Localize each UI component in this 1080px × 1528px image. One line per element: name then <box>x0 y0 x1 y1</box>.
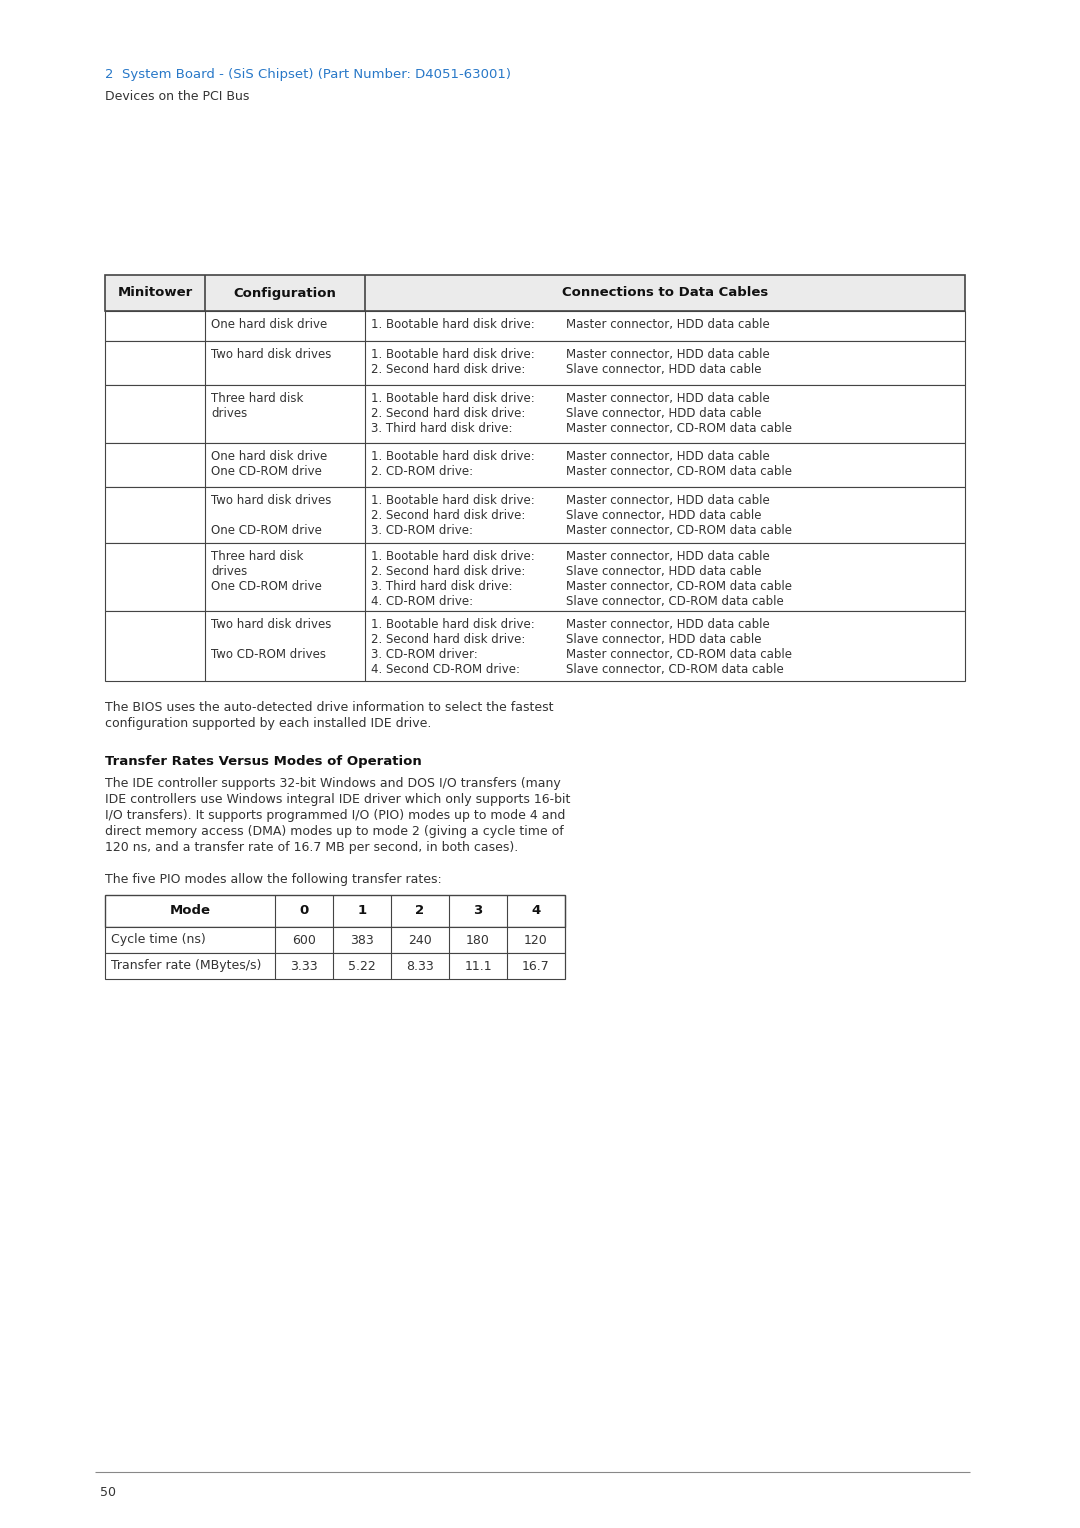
Text: 2. Second hard disk drive:: 2. Second hard disk drive: <box>372 364 525 376</box>
Text: One hard disk drive: One hard disk drive <box>211 318 327 332</box>
Bar <box>105 927 565 953</box>
Text: 1. Bootable hard disk drive:: 1. Bootable hard disk drive: <box>372 348 535 361</box>
Bar <box>105 611 966 681</box>
Text: drives: drives <box>211 406 247 420</box>
Text: One hard disk drive: One hard disk drive <box>211 451 327 463</box>
Text: 0: 0 <box>299 905 309 917</box>
Text: The IDE controller supports 32-bit Windows and DOS I/O transfers (many: The IDE controller supports 32-bit Windo… <box>105 778 561 790</box>
Text: 2. Second hard disk drive:: 2. Second hard disk drive: <box>372 633 525 646</box>
Text: 2. Second hard disk drive:: 2. Second hard disk drive: <box>372 509 525 523</box>
Text: Master connector, CD-ROM data cable: Master connector, CD-ROM data cable <box>566 465 792 478</box>
Bar <box>105 487 966 542</box>
Text: 4. Second CD-ROM drive:: 4. Second CD-ROM drive: <box>372 663 519 675</box>
Bar <box>105 953 565 979</box>
Text: 50: 50 <box>100 1487 116 1499</box>
Text: Transfer rate (MBytes/s): Transfer rate (MBytes/s) <box>111 960 261 972</box>
Text: I/O transfers). It supports programmed I/O (PIO) modes up to mode 4 and: I/O transfers). It supports programmed I… <box>105 808 565 822</box>
Text: direct memory access (DMA) modes up to mode 2 (giving a cycle time of: direct memory access (DMA) modes up to m… <box>105 825 564 837</box>
Text: 240: 240 <box>408 934 432 946</box>
Text: One CD-ROM drive: One CD-ROM drive <box>211 581 322 593</box>
Text: 5.22: 5.22 <box>348 960 376 972</box>
Text: Devices on the PCI Bus: Devices on the PCI Bus <box>105 90 249 102</box>
Text: Cycle time (ns): Cycle time (ns) <box>111 934 206 946</box>
Text: Master connector, HDD data cable: Master connector, HDD data cable <box>566 550 770 562</box>
Text: 3. Third hard disk drive:: 3. Third hard disk drive: <box>372 581 513 593</box>
Text: 2: 2 <box>416 905 424 917</box>
Text: Master connector, CD-ROM data cable: Master connector, CD-ROM data cable <box>566 422 792 435</box>
Text: 11.1: 11.1 <box>464 960 491 972</box>
Bar <box>105 895 565 927</box>
Bar <box>105 443 966 487</box>
Bar <box>105 341 966 385</box>
Bar <box>105 275 966 312</box>
Text: 3. CD-ROM driver:: 3. CD-ROM driver: <box>372 648 477 662</box>
Text: Master connector, CD-ROM data cable: Master connector, CD-ROM data cable <box>566 581 792 593</box>
Text: One CD-ROM drive: One CD-ROM drive <box>211 524 322 536</box>
Text: 3: 3 <box>473 905 483 917</box>
Text: Two hard disk drives: Two hard disk drives <box>211 617 332 631</box>
Text: 3.33: 3.33 <box>291 960 318 972</box>
Bar <box>105 312 966 341</box>
Text: Two hard disk drives: Two hard disk drives <box>211 494 332 507</box>
Text: 2. Second hard disk drive:: 2. Second hard disk drive: <box>372 406 525 420</box>
Text: 3. CD-ROM drive:: 3. CD-ROM drive: <box>372 524 473 536</box>
Text: 2. Second hard disk drive:: 2. Second hard disk drive: <box>372 565 525 578</box>
Bar <box>105 542 966 611</box>
Text: Slave connector, CD-ROM data cable: Slave connector, CD-ROM data cable <box>566 594 784 608</box>
Text: 2. CD-ROM drive:: 2. CD-ROM drive: <box>372 465 473 478</box>
Text: Three hard disk: Three hard disk <box>211 393 303 405</box>
Text: Connections to Data Cables: Connections to Data Cables <box>562 287 768 299</box>
Text: Slave connector, HDD data cable: Slave connector, HDD data cable <box>566 509 761 523</box>
Text: Master connector, HDD data cable: Master connector, HDD data cable <box>566 393 770 405</box>
Text: Master connector, HDD data cable: Master connector, HDD data cable <box>566 617 770 631</box>
Text: Two hard disk drives: Two hard disk drives <box>211 348 332 361</box>
Text: Transfer Rates Versus Modes of Operation: Transfer Rates Versus Modes of Operation <box>105 755 422 769</box>
Text: Master connector, CD-ROM data cable: Master connector, CD-ROM data cable <box>566 524 792 536</box>
Text: Configuration: Configuration <box>233 287 337 299</box>
Text: Slave connector, CD-ROM data cable: Slave connector, CD-ROM data cable <box>566 663 784 675</box>
Text: Mode: Mode <box>170 905 211 917</box>
Text: 2  System Board - (SiS Chipset) (Part Number: D4051-63001): 2 System Board - (SiS Chipset) (Part Num… <box>105 69 511 81</box>
Text: 120: 120 <box>524 934 548 946</box>
Text: Slave connector, HDD data cable: Slave connector, HDD data cable <box>566 406 761 420</box>
Text: Minitower: Minitower <box>118 287 192 299</box>
Text: drives: drives <box>211 565 247 578</box>
Text: 1: 1 <box>357 905 366 917</box>
Text: The five PIO modes allow the following transfer rates:: The five PIO modes allow the following t… <box>105 872 442 886</box>
Text: Slave connector, HDD data cable: Slave connector, HDD data cable <box>566 633 761 646</box>
Text: 383: 383 <box>350 934 374 946</box>
Text: 4: 4 <box>531 905 541 917</box>
Text: 1. Bootable hard disk drive:: 1. Bootable hard disk drive: <box>372 494 535 507</box>
Text: 1. Bootable hard disk drive:: 1. Bootable hard disk drive: <box>372 318 535 332</box>
Text: Two CD-ROM drives: Two CD-ROM drives <box>211 648 326 662</box>
Text: Master connector, CD-ROM data cable: Master connector, CD-ROM data cable <box>566 648 792 662</box>
Text: 1. Bootable hard disk drive:: 1. Bootable hard disk drive: <box>372 451 535 463</box>
Text: Master connector, HDD data cable: Master connector, HDD data cable <box>566 318 770 332</box>
Bar <box>105 385 966 443</box>
Text: 4. CD-ROM drive:: 4. CD-ROM drive: <box>372 594 473 608</box>
Text: Slave connector, HDD data cable: Slave connector, HDD data cable <box>566 364 761 376</box>
Text: 16.7: 16.7 <box>522 960 550 972</box>
Text: 600: 600 <box>292 934 316 946</box>
Text: One CD-ROM drive: One CD-ROM drive <box>211 465 322 478</box>
Text: configuration supported by each installed IDE drive.: configuration supported by each installe… <box>105 717 431 730</box>
Text: IDE controllers use Windows integral IDE driver which only supports 16-bit: IDE controllers use Windows integral IDE… <box>105 793 570 805</box>
Text: The BIOS uses the auto-detected drive information to select the fastest: The BIOS uses the auto-detected drive in… <box>105 701 554 714</box>
Text: Master connector, HDD data cable: Master connector, HDD data cable <box>566 348 770 361</box>
Text: 1. Bootable hard disk drive:: 1. Bootable hard disk drive: <box>372 550 535 562</box>
Text: Three hard disk: Three hard disk <box>211 550 303 562</box>
Text: 1. Bootable hard disk drive:: 1. Bootable hard disk drive: <box>372 393 535 405</box>
Text: 120 ns, and a transfer rate of 16.7 MB per second, in both cases).: 120 ns, and a transfer rate of 16.7 MB p… <box>105 840 518 854</box>
Text: Master connector, HDD data cable: Master connector, HDD data cable <box>566 451 770 463</box>
Text: 180: 180 <box>467 934 490 946</box>
Text: 3. Third hard disk drive:: 3. Third hard disk drive: <box>372 422 513 435</box>
Text: Master connector, HDD data cable: Master connector, HDD data cable <box>566 494 770 507</box>
Text: Slave connector, HDD data cable: Slave connector, HDD data cable <box>566 565 761 578</box>
Text: 8.33: 8.33 <box>406 960 434 972</box>
Text: 1. Bootable hard disk drive:: 1. Bootable hard disk drive: <box>372 617 535 631</box>
